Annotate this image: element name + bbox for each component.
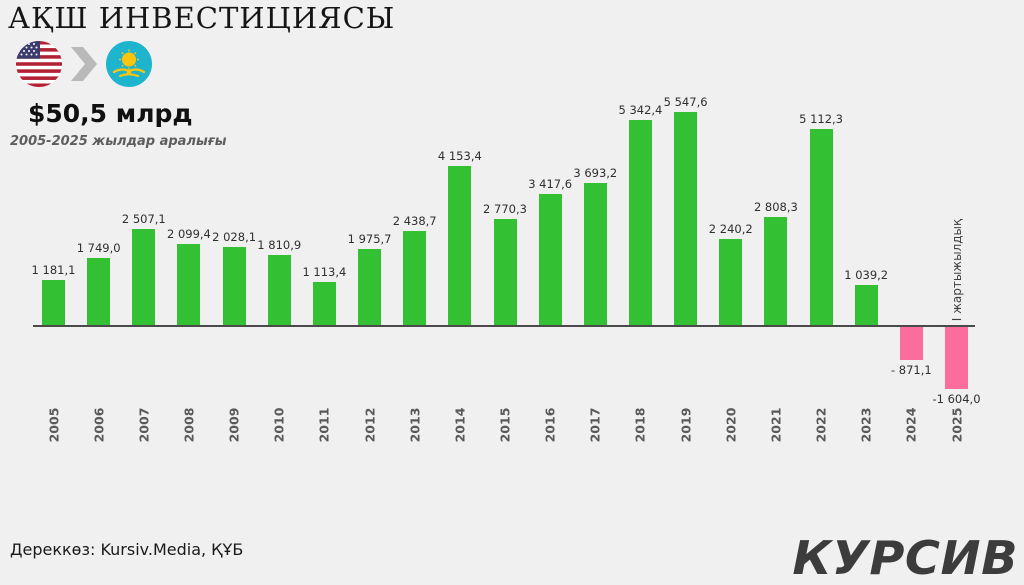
year-label-2019: 2019 [678, 407, 694, 443]
bar-2017 [583, 183, 607, 325]
year-label-2005: 2005 [46, 407, 61, 443]
bar-2011 [312, 282, 336, 325]
total-investment-value: $50,5 млрд [28, 99, 193, 128]
value-label-2023: 1 039,2 [844, 268, 889, 283]
bar-2022 [809, 128, 833, 325]
kazakhstan-flag-icon [106, 41, 152, 87]
year-label-2009: 2009 [226, 407, 242, 443]
year-label-2025: 2025 [949, 407, 964, 443]
value-label-2011: 1 113,4 [302, 265, 347, 280]
page-title: АҚШ ИНВЕСТИЦИЯСЫ [8, 1, 396, 35]
bar-2015 [493, 218, 517, 325]
bar-2024 [899, 327, 923, 361]
year-label-2018: 2018 [632, 407, 648, 443]
bar-2023 [854, 285, 878, 325]
year-label-2017: 2017 [587, 407, 603, 443]
value-label-2010: 1 810,9 [257, 238, 302, 253]
bar-2012 [358, 249, 382, 325]
value-label-2013: 2 438,7 [392, 214, 437, 229]
year-label-2020: 2020 [723, 407, 739, 443]
year-label-2021: 2021 [768, 407, 784, 443]
value-label-2009: 2 028,1 [212, 230, 257, 245]
value-label-2015: 2 770,3 [483, 201, 527, 216]
bar-2008 [177, 244, 201, 325]
source-credit: Дереккөз: Kursiv.Media, ҚҰБ [10, 540, 244, 559]
year-label-2011: 2011 [316, 407, 332, 443]
year-label-2006: 2006 [91, 407, 107, 443]
half-year-annotation: І жартыжылдық [949, 218, 964, 322]
year-label-2023: 2023 [858, 407, 874, 443]
bar-2007 [132, 228, 156, 325]
bar-2005 [42, 279, 65, 325]
flag-flow [16, 41, 152, 87]
year-label-2024: 2024 [903, 407, 919, 443]
bar-2013 [403, 231, 427, 325]
bar-2018 [628, 119, 652, 325]
year-label-2013: 2013 [407, 407, 423, 443]
year-label-2016: 2016 [542, 407, 558, 443]
value-label-2018: 5 342,4 [618, 102, 663, 117]
bar-2010 [267, 255, 291, 325]
year-label-2012: 2012 [362, 407, 378, 443]
bar-2020 [719, 238, 743, 325]
value-label-2016: 3 417,6 [528, 176, 573, 191]
bar-2006 [87, 257, 111, 325]
value-label-2006: 1 749,0 [76, 240, 121, 255]
bar-2021 [764, 217, 788, 325]
bar-2019 [674, 112, 698, 325]
value-label-2021: 2 808,3 [753, 200, 798, 215]
chevron-right-icon [71, 47, 97, 81]
value-label-2008: 2 099,4 [166, 227, 211, 242]
year-label-2022: 2022 [813, 407, 829, 443]
value-label-2012: 1 975,7 [347, 232, 392, 247]
bar-2025 [945, 327, 968, 389]
bar-chart: 1 181,1 2005 1 749,0 2006 2 507,1 2007 2 099,4… [31, 95, 981, 472]
year-label-2007: 2007 [136, 407, 152, 443]
value-label-2019: 5 547,6 [663, 95, 708, 109]
bar-2009 [222, 247, 246, 325]
value-label-2005: 1 181,1 [31, 262, 76, 277]
year-label-2010: 2010 [271, 407, 287, 443]
value-label-2024: - 871,1 [890, 363, 932, 378]
period-subtitle: 2005-2025 жылдар аралығы [10, 134, 227, 149]
value-label-2007: 2 507,1 [121, 211, 166, 226]
kursiv-logo: КУРСИВ [792, 531, 1018, 585]
year-label-2015: 2015 [497, 407, 513, 443]
x-axis-line [33, 325, 975, 327]
value-label-2025: -1 604,0 [932, 391, 981, 406]
year-label-2014: 2014 [452, 407, 468, 443]
us-flag-icon [16, 41, 62, 87]
bar-2016 [538, 193, 562, 325]
value-label-2017: 3 693,2 [573, 166, 618, 181]
value-label-2022: 5 112,3 [799, 111, 843, 126]
bar-2014 [448, 165, 472, 325]
year-label-2008: 2008 [181, 407, 197, 443]
value-label-2014: 4 153,4 [437, 148, 482, 163]
value-label-2020: 2 240,2 [708, 221, 753, 236]
